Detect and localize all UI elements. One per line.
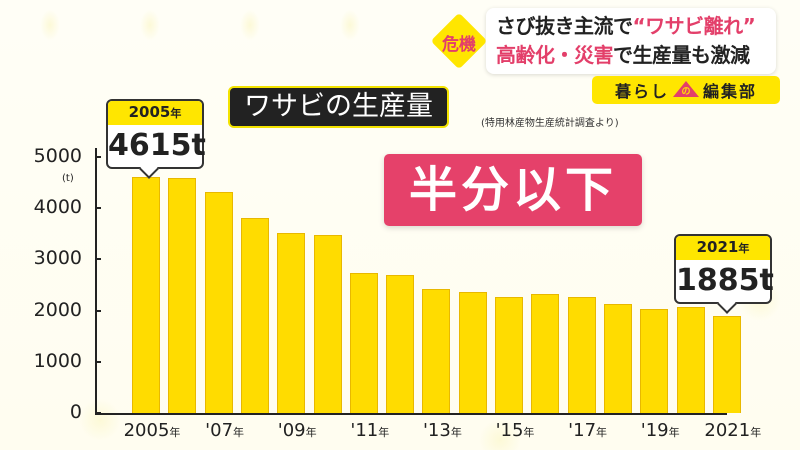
- bar-2020: [676, 307, 705, 413]
- callout-value: 4615t: [108, 128, 206, 163]
- bar-2005: [132, 176, 160, 413]
- bar-2011: [349, 272, 378, 413]
- y-tick: [95, 412, 101, 414]
- bar-2014: [458, 292, 487, 413]
- x-tick-label: '11年: [350, 420, 390, 441]
- headline-line-1: さび抜き主流で“ワサビ離れ”: [496, 12, 766, 41]
- danger-badge-text: 危機: [442, 35, 476, 55]
- logo-mark-text: の: [681, 87, 691, 97]
- bar-2016: [531, 294, 560, 413]
- x-tick-label: '07年: [205, 420, 245, 441]
- x-tick-label: '13年: [422, 420, 462, 441]
- y-tick-label: 1000: [33, 349, 82, 372]
- y-tick-label: 5000: [33, 145, 82, 167]
- headline-line-2-black: で生産量も激減: [613, 43, 750, 67]
- logo-left-text: 暮らし: [614, 82, 669, 101]
- logo-triangle: [673, 81, 699, 97]
- program-logo: 暮らし の 編集部: [592, 76, 780, 104]
- x-tick-label: '19年: [640, 420, 680, 441]
- callout-year: 2021年: [676, 236, 770, 260]
- bar-2006: [168, 177, 197, 413]
- y-tick-label: 3000: [33, 247, 82, 270]
- bar-2015: [495, 297, 523, 413]
- x-tick-label: 2005年: [123, 420, 181, 441]
- bar-2013: [422, 289, 451, 413]
- headline-line-2-pink: 高齢化・災害: [496, 43, 614, 67]
- bar-2021: [712, 316, 741, 413]
- callout-year: 2005年: [108, 101, 202, 125]
- y-axis: [95, 148, 97, 415]
- logo-lamp-icon: の: [673, 81, 699, 99]
- x-tick-label: '09年: [277, 420, 317, 441]
- bar-2008: [240, 218, 269, 413]
- chart-title: ワサビの生産量: [228, 86, 449, 128]
- y-axis-unit: (t): [62, 173, 74, 184]
- y-tick: [95, 258, 101, 261]
- bar-2019: [640, 309, 669, 413]
- headline-line-1-pink: “ワサビ離れ”: [632, 14, 756, 38]
- logo-right-text: 編集部: [703, 82, 758, 101]
- headline-box: さび抜き主流で“ワサビ離れ” 高齢化・災害で生産量も激減: [486, 8, 776, 74]
- callout-2005: 2005年 4615t: [106, 99, 206, 179]
- y-tick-label: 0: [69, 401, 82, 423]
- chart-source: (特用林産物生産統計調査より): [481, 118, 619, 129]
- headline-line-2: 高齢化・災害で生産量も激減: [496, 41, 766, 70]
- y-tick-label: 2000: [33, 298, 82, 321]
- x-tick-label: 2021年: [704, 420, 762, 441]
- y-tick: [95, 360, 101, 363]
- callout-value: 1885t: [676, 263, 774, 298]
- y-tick: [95, 207, 101, 210]
- bar-2009: [277, 232, 306, 413]
- bar-2017: [567, 297, 596, 413]
- callout-2021: 2021年 1885t: [674, 234, 774, 314]
- headline-line-1-black: さび抜き主流で: [496, 14, 633, 38]
- y-tick-label: 4000: [33, 196, 82, 219]
- bar-2007: [204, 191, 233, 413]
- bar-2012: [386, 274, 415, 413]
- highlight-half-or-less: 半分以下: [384, 154, 642, 226]
- y-tick: [95, 309, 101, 312]
- bar-2018: [603, 304, 632, 413]
- bar-2010: [313, 234, 342, 413]
- x-tick-label: '15年: [495, 420, 535, 441]
- x-tick-label: '17年: [568, 420, 608, 441]
- x-axis: [95, 413, 727, 415]
- y-tick: [95, 156, 101, 158]
- danger-badge: 危機: [430, 12, 488, 70]
